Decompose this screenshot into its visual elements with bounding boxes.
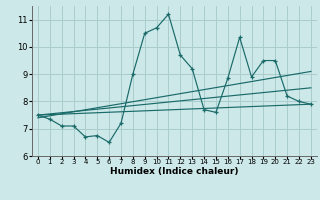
X-axis label: Humidex (Indice chaleur): Humidex (Indice chaleur) bbox=[110, 167, 239, 176]
